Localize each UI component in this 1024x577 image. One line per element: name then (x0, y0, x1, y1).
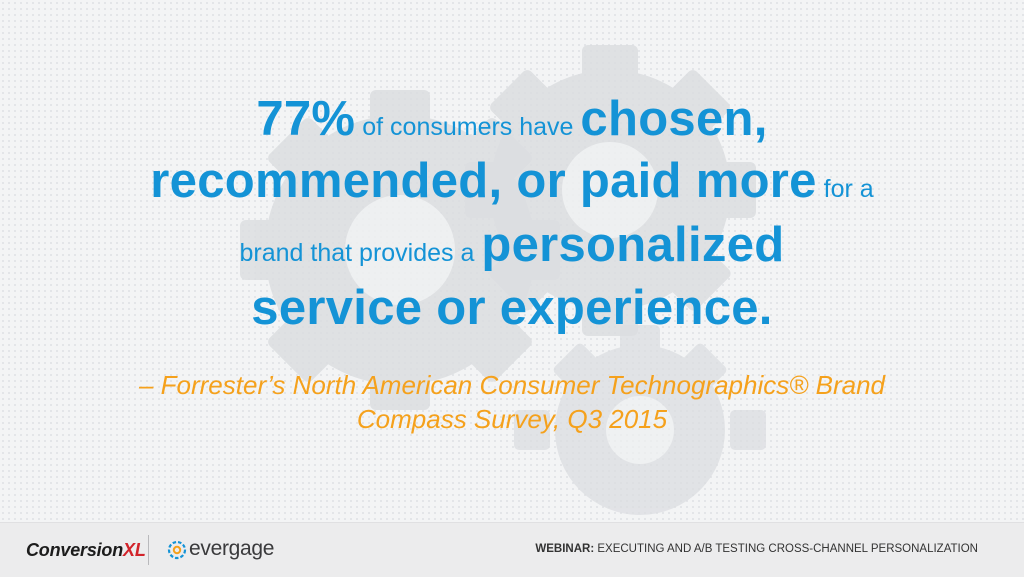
quote-line-1: 77% of consumers have chosen, (40, 88, 984, 150)
citation: – Forrester’s North American Consumer Te… (40, 368, 984, 436)
quote-emphasis: service or experience. (251, 281, 773, 335)
quote-text: of consumers have (355, 113, 581, 141)
footer-bar: ConversionXL evergage WEBINAR: EXECUTING… (0, 522, 1024, 577)
quote-line-2: recommended, or paid more for a (40, 150, 984, 212)
quote-block: 77% of consumers have chosen, recommende… (40, 88, 984, 338)
quote-line-3: brand that provides a personalized (40, 212, 984, 278)
citation-line-1: – Forrester’s North American Consumer Te… (138, 370, 886, 400)
lower-gear-icon (514, 325, 766, 515)
quote-text: brand that provides a (239, 239, 482, 267)
webinar-title: WEBINAR: EXECUTING AND A/B TESTING CROSS… (535, 543, 978, 555)
quote-emphasis: chosen, (580, 92, 768, 146)
quote-text: for a (816, 175, 874, 203)
logo-divider (148, 535, 149, 565)
quote-stat: 77% (256, 92, 356, 146)
webinar-label: WEBINAR: (535, 543, 595, 555)
quote-emphasis: recommended, or paid more (150, 154, 817, 208)
webinar-title-text: EXECUTING AND A/B TESTING CROSS-CHANNEL … (594, 543, 978, 555)
quote-line-4: service or experience. (40, 278, 984, 338)
evergage-wordmark: evergage (189, 537, 275, 560)
citation-line-2: Compass Survey, Q3 2015 (356, 404, 668, 434)
evergage-mark-icon (167, 540, 187, 560)
conversionxl-logo: ConversionXL (26, 540, 146, 560)
right-gear-icon (465, 45, 756, 336)
quote-emphasis: personalized (481, 218, 785, 272)
